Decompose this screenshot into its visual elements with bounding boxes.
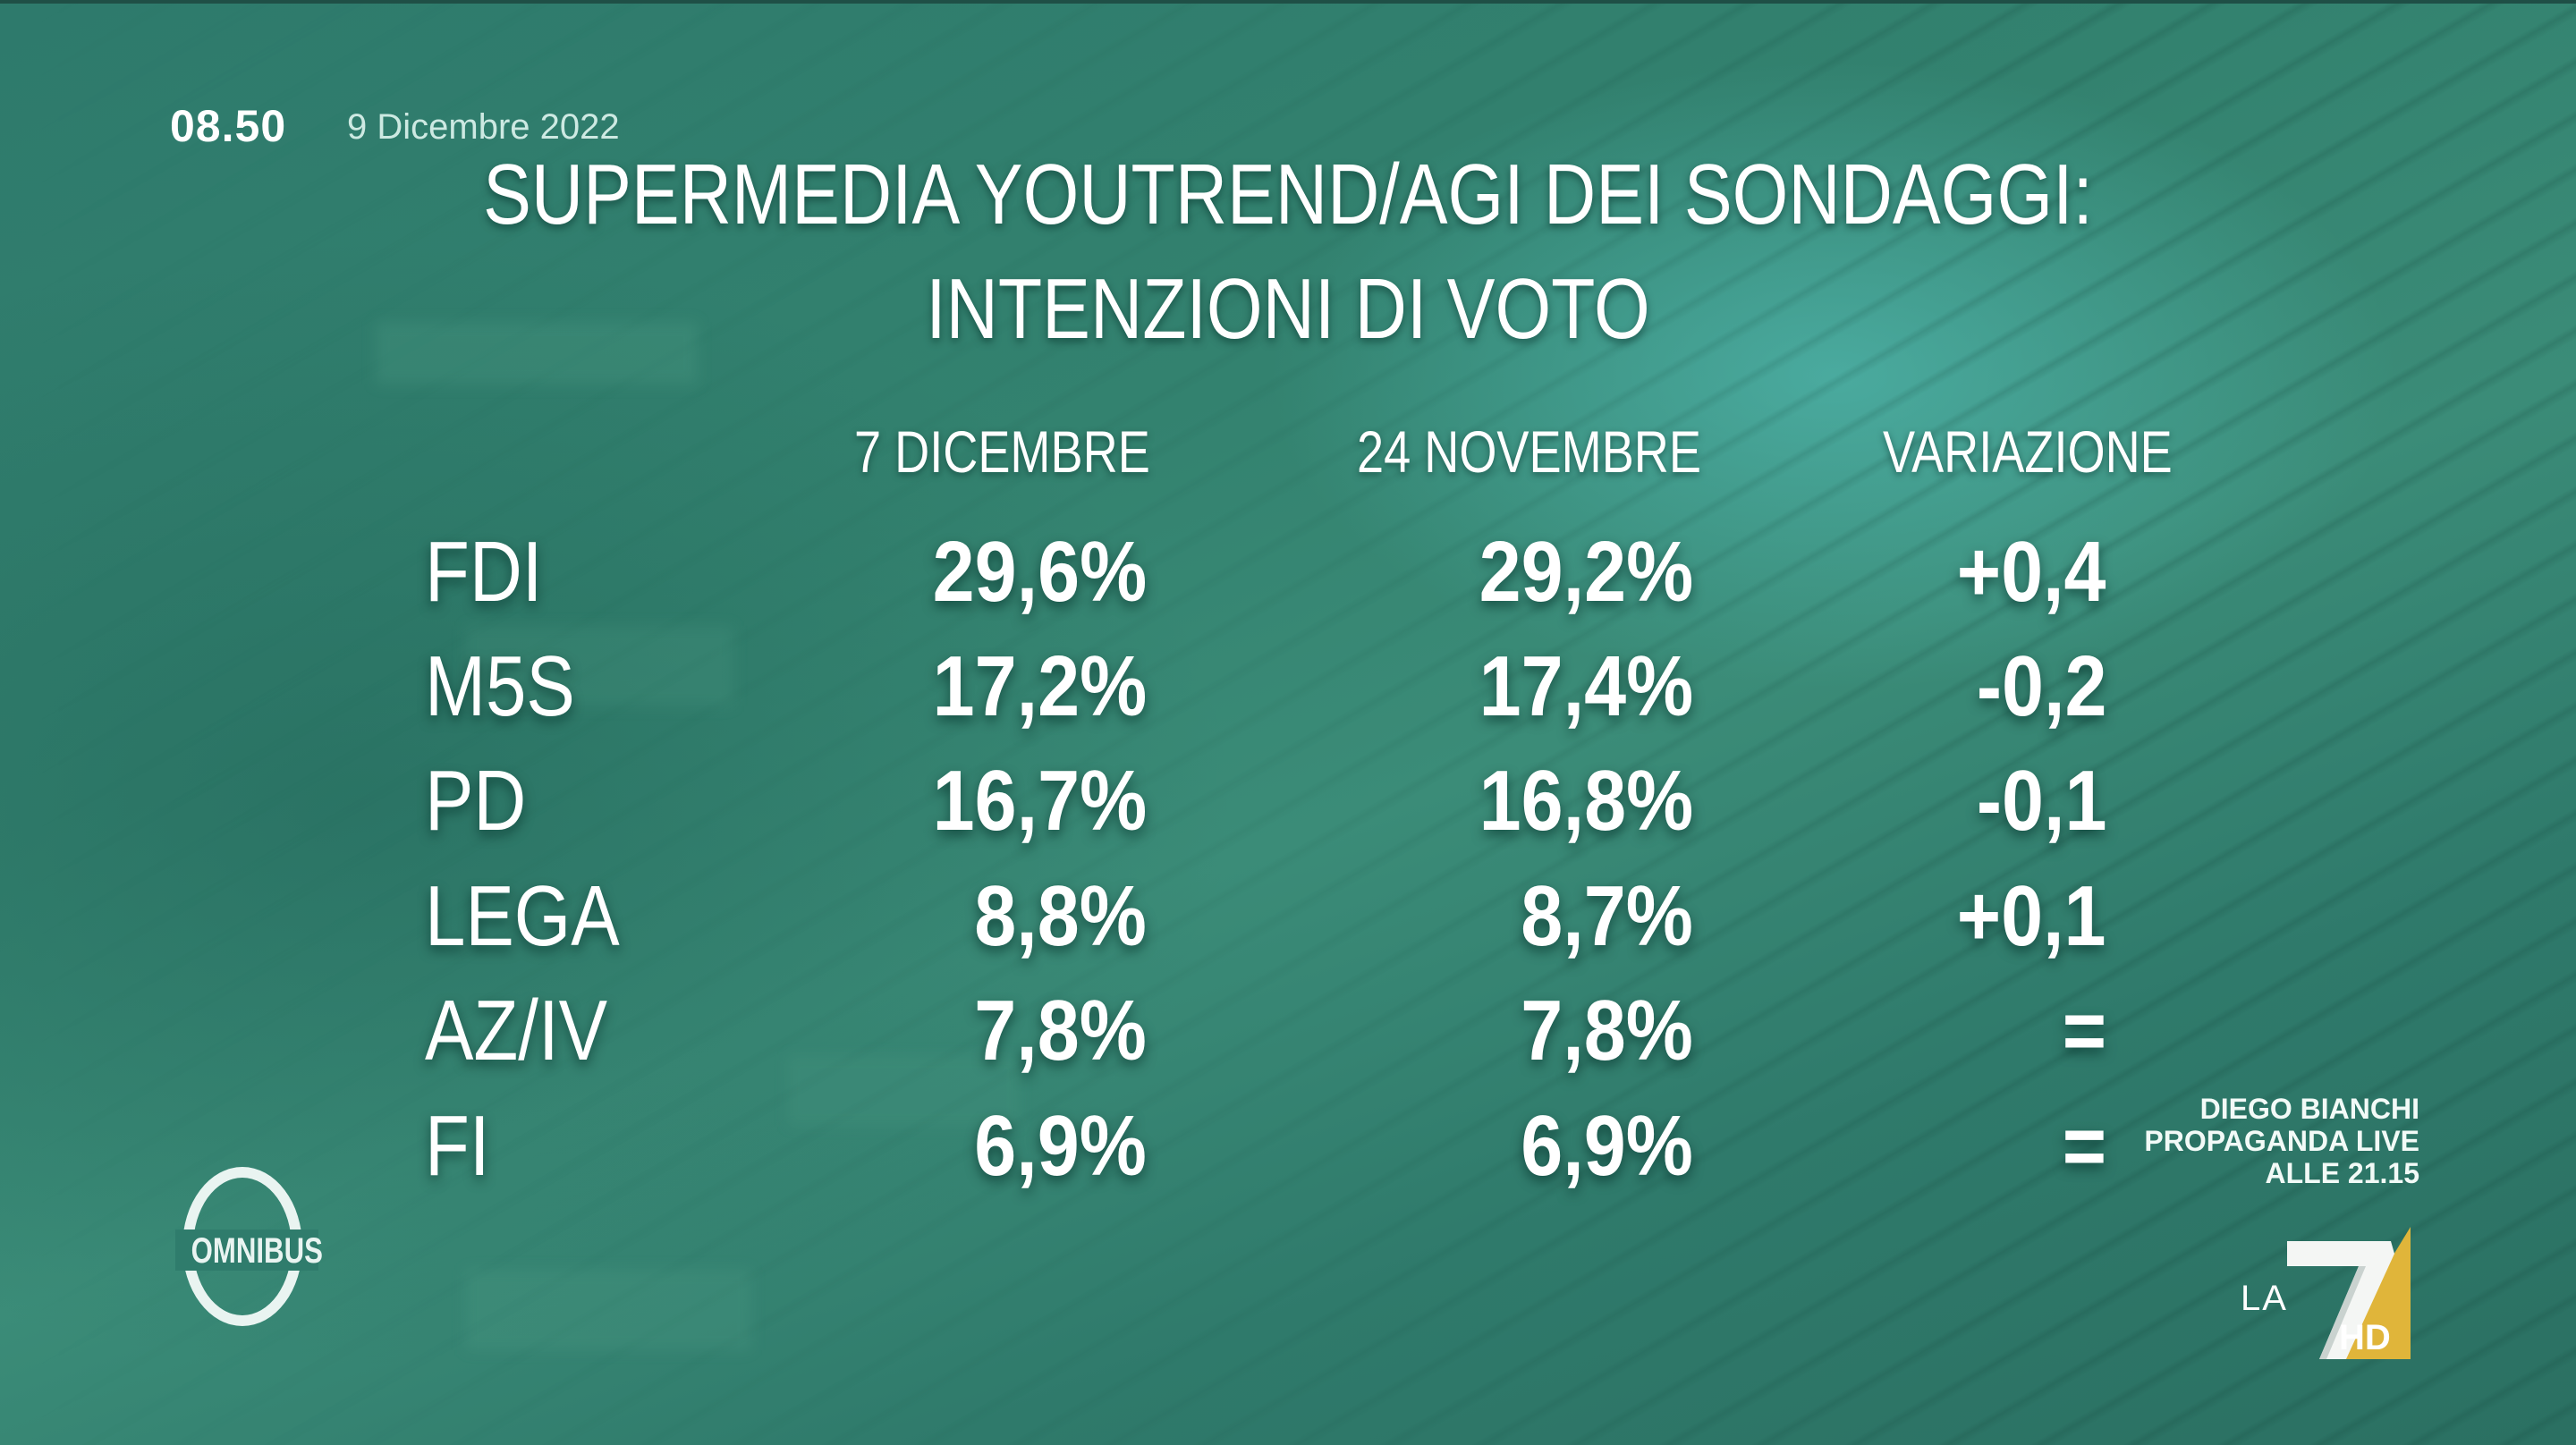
value-24-novembre: 17,4%: [1479, 638, 1693, 734]
value-7-dicembre: 29,6%: [932, 524, 1147, 620]
value-7-dicembre: 16,7%: [932, 753, 1147, 849]
column-header-7-dicembre: 7 DICEMBRE: [854, 418, 1150, 485]
la7-seven-icon: [2287, 1227, 2411, 1359]
party-name: AZ/IV: [425, 983, 608, 1078]
title-line-1: SUPERMEDIA YOUTREND/AGI DEI SONDAGGI:: [483, 147, 2093, 242]
value-variazione: +0,1: [1957, 868, 2106, 964]
table-row: AZ/IV 7,8% 7,8% =: [0, 986, 2576, 1076]
value-24-novembre: 6,9%: [1521, 1098, 1693, 1194]
value-7-dicembre: 8,8%: [974, 868, 1147, 964]
value-variazione: =: [2062, 1098, 2106, 1194]
la7-logo-prefix: LA: [2241, 1279, 2288, 1318]
table-row: M5S 17,2% 17,4% -0,2: [0, 642, 2576, 731]
party-name: PD: [425, 753, 527, 849]
promo-banner: DIEGO BIANCHI PROPAGANDA LIVE ALLE 21.15: [2144, 1093, 2419, 1189]
omnibus-ring-gap: [175, 1230, 318, 1271]
value-7-dicembre: 6,9%: [974, 1098, 1147, 1194]
value-24-novembre: 29,2%: [1479, 524, 1693, 620]
table-row: LEGA 8,8% 8,7% +0,1: [0, 872, 2576, 961]
value-variazione: -0,1: [1976, 753, 2106, 849]
party-name: M5S: [425, 638, 575, 734]
value-variazione: +0,4: [1957, 524, 2106, 620]
party-name: FI: [425, 1098, 490, 1194]
value-24-novembre: 7,8%: [1521, 983, 1693, 1078]
top-border: [0, 0, 2576, 4]
value-7-dicembre: 17,2%: [932, 638, 1147, 734]
broadcast-date: 9 Dicembre 2022: [347, 107, 620, 147]
column-header-variazione: VARIAZIONE: [1883, 418, 2173, 485]
broadcast-time: 08.50: [170, 101, 287, 151]
value-24-novembre: 8,7%: [1521, 868, 1693, 964]
promo-line-1: DIEGO BIANCHI: [2199, 1093, 2419, 1125]
table-row: FDI 29,6% 29,2% +0,4: [0, 528, 2576, 617]
table-row: PD 16,7% 16,8% -0,1: [0, 756, 2576, 846]
value-24-novembre: 16,8%: [1479, 753, 1693, 849]
la7-hd-logo: LA HD: [2241, 1225, 2419, 1361]
la7-logo-hd: HD: [2339, 1318, 2391, 1357]
party-name: FDI: [425, 524, 543, 620]
promo-line-2: PROPAGANDA LIVE: [2144, 1125, 2419, 1157]
party-name: LEGA: [425, 868, 620, 964]
omnibus-logo-text: OMNIBUS: [191, 1231, 323, 1271]
value-7-dicembre: 7,8%: [974, 983, 1147, 1078]
value-variazione: =: [2062, 983, 2106, 1078]
column-header-24-novembre: 24 NOVEMBRE: [1357, 418, 1701, 485]
promo-line-3: ALLE 21.15: [2265, 1157, 2419, 1189]
title-line-2: INTENZIONI DI VOTO: [926, 261, 1650, 357]
omnibus-logo: OMNIBUS: [175, 1167, 323, 1332]
value-variazione: -0,2: [1976, 638, 2106, 734]
table-row: FI 6,9% 6,9% =: [0, 1102, 2576, 1191]
